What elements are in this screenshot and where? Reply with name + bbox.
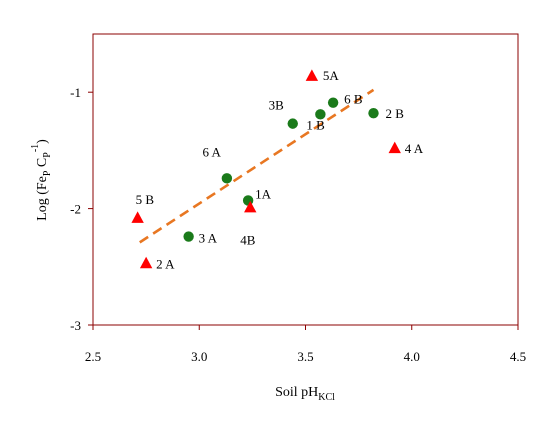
data-point-label: 1 B: [306, 117, 325, 132]
data-point-circle: [183, 231, 194, 242]
y-tick-label: -1: [70, 85, 81, 100]
y-tick-label: -2: [70, 202, 81, 217]
data-point-labels: 3 A 6 A 1A 3B 1 B 6 B 2 B 5 B 2 A 4B 5A 4 A: [136, 68, 424, 271]
data-point-triangle: [305, 69, 319, 81]
data-point-triangle: [244, 200, 257, 213]
x-tick-label: 3.0: [191, 349, 207, 364]
data-point-circle: [368, 107, 379, 119]
plot-frame: [92, 33, 519, 326]
data-point-label: 6 A: [202, 144, 221, 159]
data-point-label: 2 B: [386, 106, 405, 121]
data-point-triangle: [139, 256, 153, 269]
y-axis-title: Log (FeP CP-1): [30, 139, 53, 221]
x-tick-label: 2.5: [85, 349, 101, 364]
x-axis-ticks: 2.5 3.0 3.5 4.0 4.5: [85, 325, 526, 364]
data-points: [131, 69, 401, 269]
x-tick-label: 4.0: [404, 349, 420, 364]
y-axis-ticks: -1 -2 -3: [70, 85, 93, 333]
data-point-label: 2 A: [156, 256, 175, 271]
data-point-label: 5 B: [136, 192, 155, 207]
data-point-label: 4 A: [405, 141, 424, 156]
y-tick-label: -3: [70, 318, 81, 333]
data-point-circle: [287, 118, 298, 129]
x-axis-title: Soil pHKCl: [275, 385, 335, 403]
data-point-circle: [327, 97, 339, 108]
data-point-triangle: [388, 141, 401, 154]
data-point-triangle: [131, 211, 144, 223]
data-point-label: 3B: [269, 98, 285, 113]
data-point-label: 5A: [323, 68, 340, 83]
x-tick-label: 4.5: [510, 349, 526, 364]
x-tick-label: 3.5: [297, 349, 313, 364]
data-point-label: 6 B: [344, 92, 363, 107]
data-point-label: 1A: [255, 186, 272, 201]
data-point-circle: [221, 173, 233, 184]
data-point-circle: [315, 109, 326, 120]
data-point-label: 3 A: [199, 231, 218, 246]
data-point-label: 4B: [240, 232, 256, 247]
trendline: [139, 88, 375, 244]
